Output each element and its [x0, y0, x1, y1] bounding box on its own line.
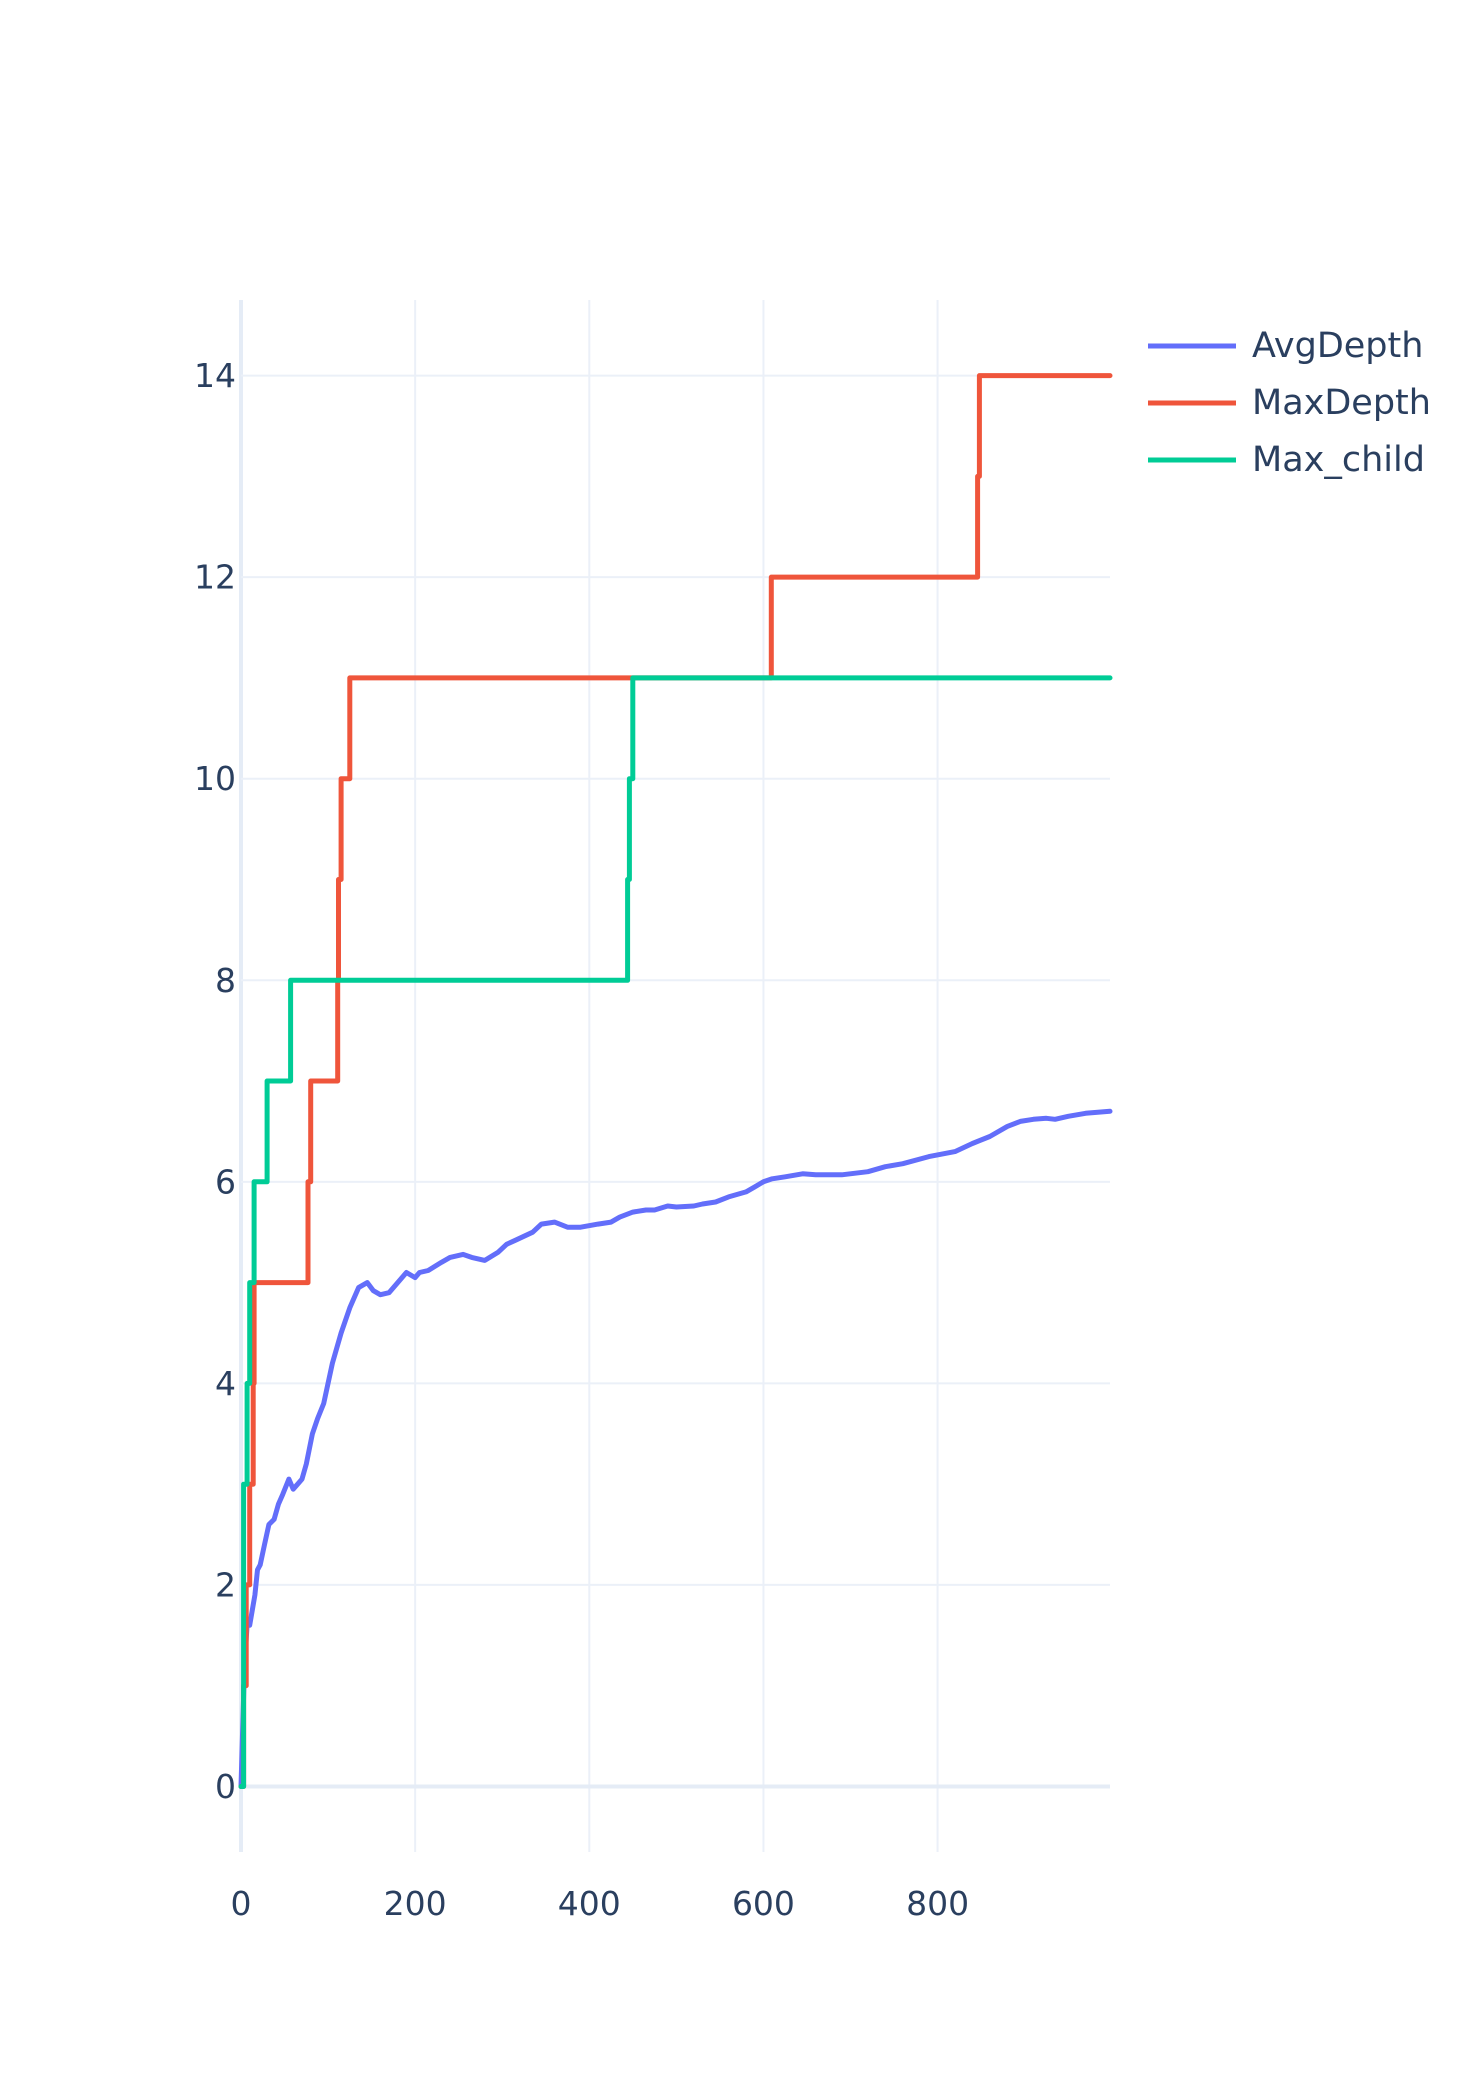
y-tick-label: 10: [194, 759, 236, 798]
series-line-maxdepth: [238, 373, 1113, 1789]
x-tick-label: 0: [231, 1884, 252, 1923]
y-tick-label: 8: [215, 961, 236, 1000]
legend-item-max-child[interactable]: Max_child: [1148, 440, 1425, 480]
series-line-max-child: [238, 675, 1113, 1789]
x-tick-label: 800: [906, 1884, 969, 1923]
axes: 0 200 400 600 800 0 2 4 6 8 10 12 14: [194, 356, 969, 1923]
x-tick-label: 600: [732, 1884, 795, 1923]
series-line-avgdepth: [238, 1108, 1113, 1789]
legend-label: Max_child: [1252, 440, 1425, 480]
legend-label: MaxDepth: [1252, 383, 1431, 423]
series-lines: [238, 373, 1113, 1789]
y-tick-label: 12: [194, 558, 236, 597]
y-tick-label: 4: [215, 1364, 236, 1403]
legend-item-maxdepth[interactable]: MaxDepth: [1148, 383, 1431, 423]
legend-label: AvgDepth: [1252, 326, 1423, 366]
y-tick-label: 14: [194, 356, 236, 395]
legend[interactable]: AvgDepth MaxDepth Max_child: [1148, 326, 1431, 480]
gridlines: [239, 300, 1110, 1852]
y-tick-label: 2: [215, 1565, 236, 1604]
y-tick-label: 6: [215, 1162, 236, 1201]
x-tick-label: 200: [384, 1884, 447, 1923]
x-tick-label: 400: [558, 1884, 621, 1923]
y-tick-label: 0: [215, 1767, 236, 1806]
legend-item-avgdepth[interactable]: AvgDepth: [1148, 326, 1423, 366]
